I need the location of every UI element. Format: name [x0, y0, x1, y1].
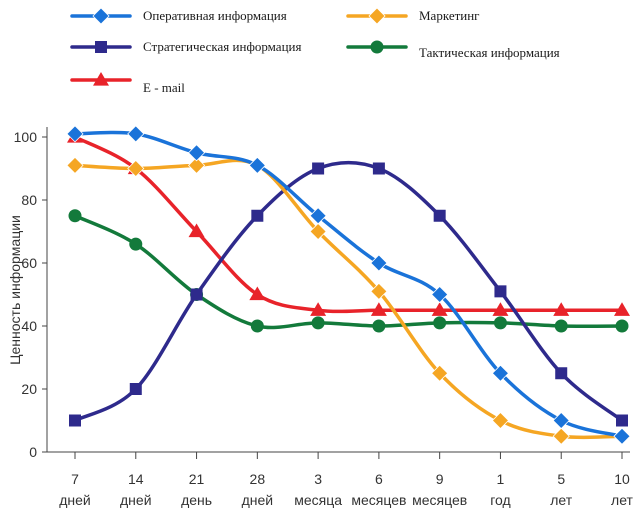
data-point	[309, 207, 327, 225]
y-tick-label: 60	[21, 255, 37, 271]
legend-label: Стратегическая информация	[143, 39, 301, 54]
data-point	[187, 156, 206, 174]
data-point	[69, 414, 81, 427]
y-tick-label: 0	[29, 444, 37, 460]
x-tick-label-unit: дней	[120, 492, 152, 508]
x-tick-label: 3	[314, 471, 322, 487]
data-point	[614, 302, 630, 316]
x-tick-label: 6	[375, 471, 383, 487]
legend-label: Тактическая информация	[419, 45, 560, 60]
x-tick-label-unit: лет	[550, 492, 572, 508]
data-point	[187, 144, 206, 162]
y-tick-label: 80	[21, 192, 37, 208]
x-tick-label-unit: месяцев	[351, 492, 406, 508]
series-line	[73, 214, 624, 330]
data-point	[492, 302, 509, 316]
legend-label: Оперативная информация	[143, 8, 287, 23]
data-point	[188, 223, 205, 238]
data-point	[431, 302, 448, 316]
y-axis-title: Ценность информации	[7, 215, 23, 365]
data-point	[616, 414, 628, 427]
data-point	[248, 156, 266, 174]
data-point	[431, 364, 449, 382]
axes: 0 20 40 60 80 100 7 дней 14 дней 21 день 28 дней 3 меся…	[14, 127, 634, 508]
series-line	[73, 130, 624, 438]
series-line	[73, 135, 624, 314]
legend-label: Маркетинг	[419, 8, 480, 23]
legend-swatch-marker	[92, 7, 110, 25]
data-point	[309, 222, 327, 241]
legend-swatch-marker	[368, 7, 386, 25]
data-point	[66, 125, 84, 143]
y-tick-label: 100	[14, 129, 38, 145]
data-point	[552, 427, 570, 445]
legend-swatch-marker	[93, 72, 109, 86]
data-point	[494, 285, 507, 298]
legend-swatch-marker	[95, 41, 107, 53]
x-tick-label: 21	[189, 471, 205, 487]
series-markers	[66, 125, 631, 445]
x-tick-label: 14	[128, 471, 144, 487]
data-point	[251, 209, 264, 222]
x-tick-label-unit: дней	[59, 492, 91, 508]
data-point	[370, 254, 388, 272]
data-point	[127, 159, 145, 178]
x-tick-label-unit: дней	[242, 492, 274, 508]
data-point	[552, 411, 570, 430]
data-point	[66, 156, 84, 174]
x-tick-label-unit: год	[490, 492, 510, 508]
data-point	[129, 237, 143, 251]
data-point	[312, 162, 325, 175]
x-tick-label: 1	[497, 471, 505, 487]
data-point	[433, 209, 446, 222]
data-point	[491, 411, 510, 430]
legend-swatch-marker	[370, 40, 384, 54]
data-point	[250, 319, 264, 333]
y-tick-label: 20	[21, 381, 37, 397]
data-point	[372, 162, 385, 175]
x-tick-label: 28	[250, 471, 266, 487]
legend-label: E - mail	[143, 80, 185, 95]
data-point	[370, 282, 388, 300]
y-tick-label: 40	[21, 318, 37, 334]
x-tick-label: 5	[557, 471, 565, 487]
data-point	[491, 364, 510, 382]
data-point	[190, 288, 203, 301]
data-point	[613, 427, 631, 445]
data-point	[249, 286, 266, 301]
data-point	[553, 302, 570, 316]
series-line	[73, 158, 624, 440]
x-tick-label: 10	[614, 471, 630, 487]
data-point	[555, 367, 568, 380]
data-point	[127, 125, 145, 143]
data-point	[493, 316, 507, 330]
x-tick-label-unit: месяца	[294, 492, 342, 508]
data-point	[615, 319, 629, 333]
data-point	[129, 383, 142, 395]
data-point	[554, 319, 568, 333]
x-tick-label: 9	[436, 471, 444, 487]
data-point	[372, 319, 386, 333]
x-tick-label-unit: месяцев	[412, 492, 467, 508]
data-point	[431, 285, 449, 304]
x-tick-label: 7	[71, 471, 79, 487]
data-point	[68, 209, 82, 223]
series-line	[73, 160, 624, 423]
data-point	[311, 316, 325, 330]
data-point	[310, 302, 327, 316]
data-point	[433, 316, 447, 330]
x-tick-label-unit: лет	[611, 492, 633, 508]
legend: Оперативная информация Стратегическая инф…	[70, 7, 560, 95]
x-tick-label-unit: день	[181, 492, 212, 508]
series-lines	[73, 130, 624, 440]
data-point	[370, 302, 387, 316]
